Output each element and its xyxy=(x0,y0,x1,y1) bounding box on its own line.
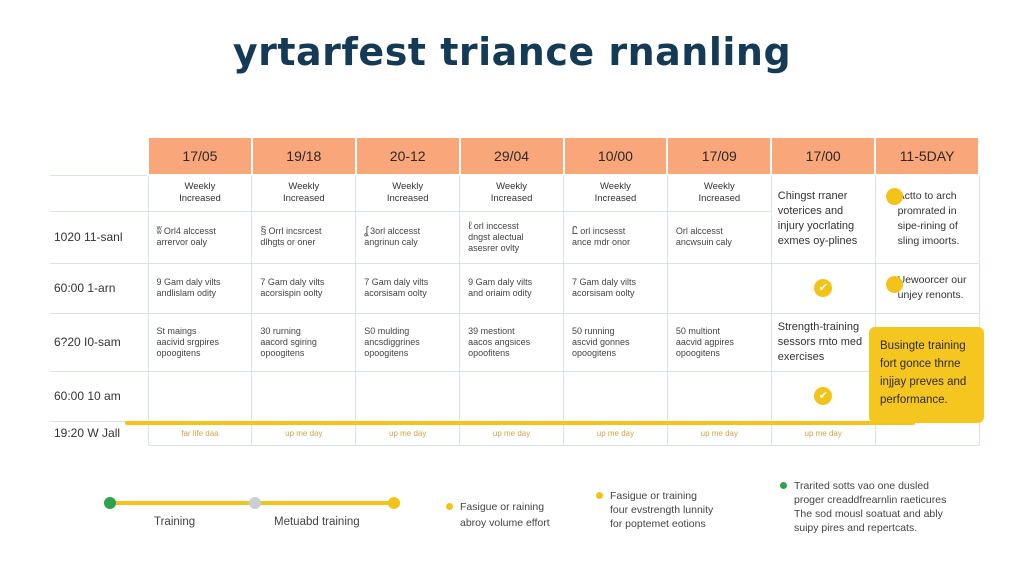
training-schedule-grid: 17/05 19/18 20-12 29/04 10/00 17/09 17/0… xyxy=(50,136,980,446)
weekly-cell: Weekly Increased xyxy=(147,174,253,212)
weekly-row: Weekly Increased Weekly Increased Weekly In… xyxy=(50,174,980,264)
time-row: 6?20 I0-sam St maings aacivid srgpires opo… xyxy=(50,312,980,372)
exercise-icon: ʆ xyxy=(364,225,369,237)
legend-item: Fasigue or raining abroy volume effort xyxy=(446,500,550,530)
check-icon: ✔ xyxy=(814,279,833,297)
session-cell: ʬ Orl4 alccesst arrervor oaly xyxy=(147,210,253,264)
legend-dot-yellow xyxy=(388,497,400,509)
session-cell: ℓ orl inccesst dngst alectual asesrer ovlty xyxy=(459,210,564,264)
time-row: 1020 11-sanl ʬ Orl4 alccesst arrervor oaly… xyxy=(50,210,979,264)
legend-item: Trarited sotts vao one dusled proger cre… xyxy=(780,479,946,535)
weekly-cell: Weekly Increased xyxy=(459,174,564,212)
empty-cell xyxy=(355,370,461,422)
session-cell: 7 Gam daly vilts acorsisam oolty xyxy=(563,262,668,314)
bullet-icon xyxy=(446,503,453,510)
time-row: 60:00 10 am ✔ xyxy=(50,370,980,422)
callout-box: Busingte training fort gonce thrne injja… xyxy=(869,327,984,423)
weekly-cell: Weekly Increased xyxy=(563,174,668,212)
info-dot-icon xyxy=(885,188,903,205)
session-cell: 50 running ascvid gonnes opoogitens xyxy=(563,312,668,372)
session-cell: 39 mestiont aacos angsices opoofitens xyxy=(459,312,564,372)
note-col7-r1: Chingst rraner voterices and injury yocrla… xyxy=(770,174,876,264)
session-cell: St maings aacivid srgpires opoogitens xyxy=(147,312,253,372)
exercise-icon: ʬ xyxy=(156,225,162,237)
session-cell: ʆ 3orl alccesst angrinun caly xyxy=(355,210,461,264)
session-cell: Orl alccesst ancwsuin caly xyxy=(666,210,772,264)
session-cell: 9 Gam daly vilts and oriaim odity xyxy=(459,262,564,314)
exercise-icon: ℓ xyxy=(468,219,472,232)
legend-training-label: Training xyxy=(154,516,196,528)
page-title: yrtarfest triance rnanling xyxy=(232,30,792,74)
time-label: 60:00 1-arn xyxy=(50,262,148,313)
weekly-cell: Weekly Increased xyxy=(251,174,357,212)
header-corner xyxy=(50,137,148,175)
day-header: 17/05 xyxy=(147,136,253,176)
day-header: 17/00 xyxy=(770,136,877,176)
legend-dot-green xyxy=(104,497,116,509)
session-cell: 7 Gam daly vilts acorsisam oolty xyxy=(355,262,461,314)
time-label: 6?20 I0-sam xyxy=(50,312,148,371)
bullet-icon xyxy=(780,482,787,489)
note-col7-r3: Strength-training sessors rnto med exercis… xyxy=(770,312,876,372)
session-cell: 30 rurning aacord sgiring opoogitens xyxy=(251,312,357,372)
exercise-icon: Ꮭ xyxy=(572,225,579,237)
time-label: 1020 11-sanl xyxy=(50,210,148,263)
session-cell: S0 mulding ancsdiggrines opoogitens xyxy=(355,312,461,372)
session-cell: 9 Gam daly vilts andlislam odity xyxy=(147,262,253,314)
schedule-table: 17/05 19/18 20-12 29/04 10/00 17/09 17/0… xyxy=(50,136,980,446)
session-cell: 50 multiont aacvid agpires opoogitens xyxy=(666,312,772,372)
time-label: 60:00 10 am xyxy=(50,370,148,421)
day-header: 11-5DAY xyxy=(874,136,980,176)
check-cell: ✔ xyxy=(770,370,876,422)
day-header: 20-12 xyxy=(354,136,461,176)
empty-cell xyxy=(251,370,357,422)
info-dot-icon xyxy=(885,275,903,293)
check-cell: ✔ xyxy=(770,262,876,314)
empty-cell xyxy=(147,370,253,422)
session-cell: § Orrl incsrcest dlhgts or oner xyxy=(251,210,357,264)
check-icon: ✔ xyxy=(814,387,833,405)
day-header: 17/09 xyxy=(666,136,773,176)
day-header: 10/00 xyxy=(562,136,669,176)
progress-line xyxy=(125,421,915,425)
empty-cell xyxy=(666,262,772,314)
weekly-cell: Weekly Increased xyxy=(666,174,772,212)
header-row: 17/05 19/18 20-12 29/04 10/00 17/09 17/0… xyxy=(50,136,980,176)
day-header: 19/18 xyxy=(250,136,357,176)
legend-metuabd-label: Metuabd training xyxy=(274,516,360,528)
empty-cell xyxy=(459,370,564,422)
weekly-cell: Weekly Increased xyxy=(355,174,461,212)
note-col8-r2: Uewoorcer our unjey renonts. xyxy=(874,262,980,314)
legend-dot-gray xyxy=(249,497,261,509)
session-cell: 7 Gam daly vilts acorsispin oolty xyxy=(251,262,357,314)
empty-cell xyxy=(666,370,772,422)
time-row: 60:00 1-arn 9 Gam daly vilts andlislam od… xyxy=(50,262,980,314)
empty-cell xyxy=(563,370,668,422)
row-label xyxy=(50,174,148,211)
exercise-icon: § xyxy=(260,225,267,237)
legend-item: Fasigue or training four evstrength lunn… xyxy=(596,489,713,531)
note-col8-r1: Actto to arch promrated in sipe-rining of s… xyxy=(874,174,980,264)
day-header: 29/04 xyxy=(458,136,565,176)
bullet-icon xyxy=(596,492,603,499)
